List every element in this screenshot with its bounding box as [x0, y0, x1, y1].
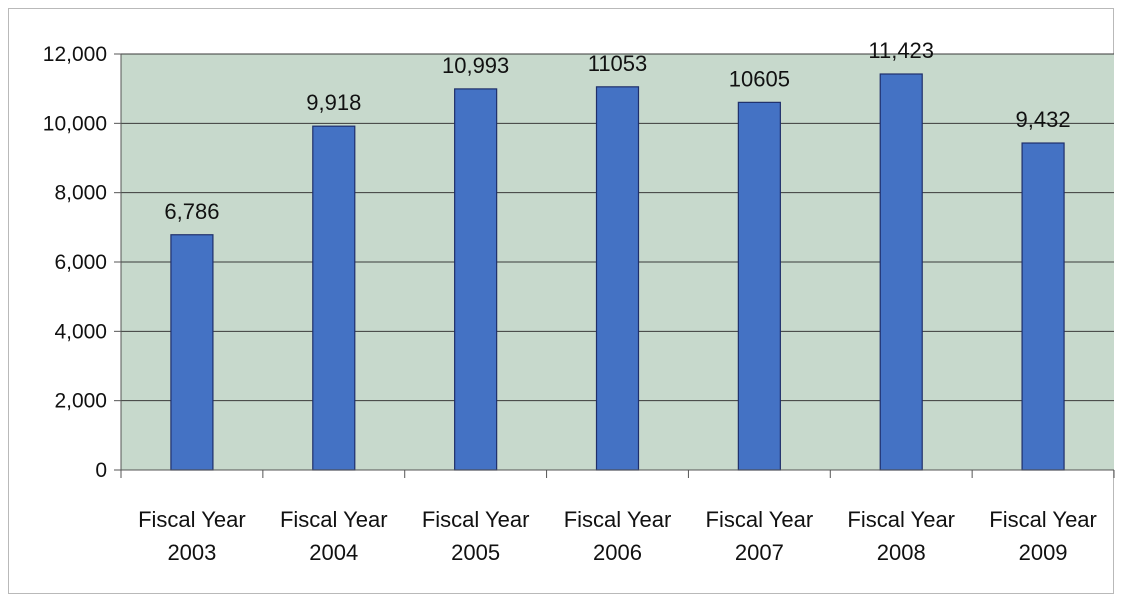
x-tick-label: Fiscal Year 2008 — [847, 507, 955, 565]
y-tick-label: 8,000 — [54, 182, 107, 205]
data-label: 10,993 — [442, 53, 509, 78]
data-label: 9,432 — [1016, 107, 1071, 132]
data-label: 11,423 — [868, 38, 934, 63]
bars — [170, 73, 1065, 471]
x-axis-tick-labels: Fiscal Year 2003 Fiscal Year 2004 Fiscal Yea… — [138, 507, 1097, 565]
data-label: 10605 — [729, 66, 790, 91]
data-label: 9,918 — [306, 90, 361, 115]
bar — [170, 234, 214, 471]
y-tick-label: 6,000 — [54, 251, 107, 274]
bar — [1021, 142, 1065, 471]
y-tick-label: 10,000 — [43, 112, 107, 135]
y-tick-label: 4,000 — [54, 320, 107, 343]
x-tick-label: Fiscal Year 2005 — [422, 507, 530, 565]
x-tick-label: Fiscal Year 2006 — [564, 507, 672, 565]
y-tick-label: 2,000 — [54, 390, 107, 413]
x-tick-label: Fiscal Year 2003 — [138, 507, 246, 565]
data-labels: 6,786 9,918 10,993 11053 10605 11,423 9,432 — [164, 38, 1070, 224]
bar — [312, 125, 356, 471]
axes — [114, 53, 1115, 478]
bar — [737, 101, 781, 471]
data-label: 6,786 — [164, 199, 219, 224]
x-tick-label: Fiscal Year 2009 — [989, 507, 1097, 565]
y-tick-label: 12,000 — [43, 43, 107, 66]
data-label: 11053 — [588, 51, 648, 76]
y-axis-tick-labels: 0 2,000 4,000 6,000 8,000 10,000 12,000 — [43, 43, 107, 482]
y-tick-label: 0 — [95, 459, 107, 482]
x-tick-label: Fiscal Year 2004 — [280, 507, 388, 565]
bar — [879, 73, 923, 471]
x-tick-label: Fiscal Year 2007 — [706, 507, 814, 565]
bar — [454, 88, 498, 471]
bar — [595, 86, 640, 471]
